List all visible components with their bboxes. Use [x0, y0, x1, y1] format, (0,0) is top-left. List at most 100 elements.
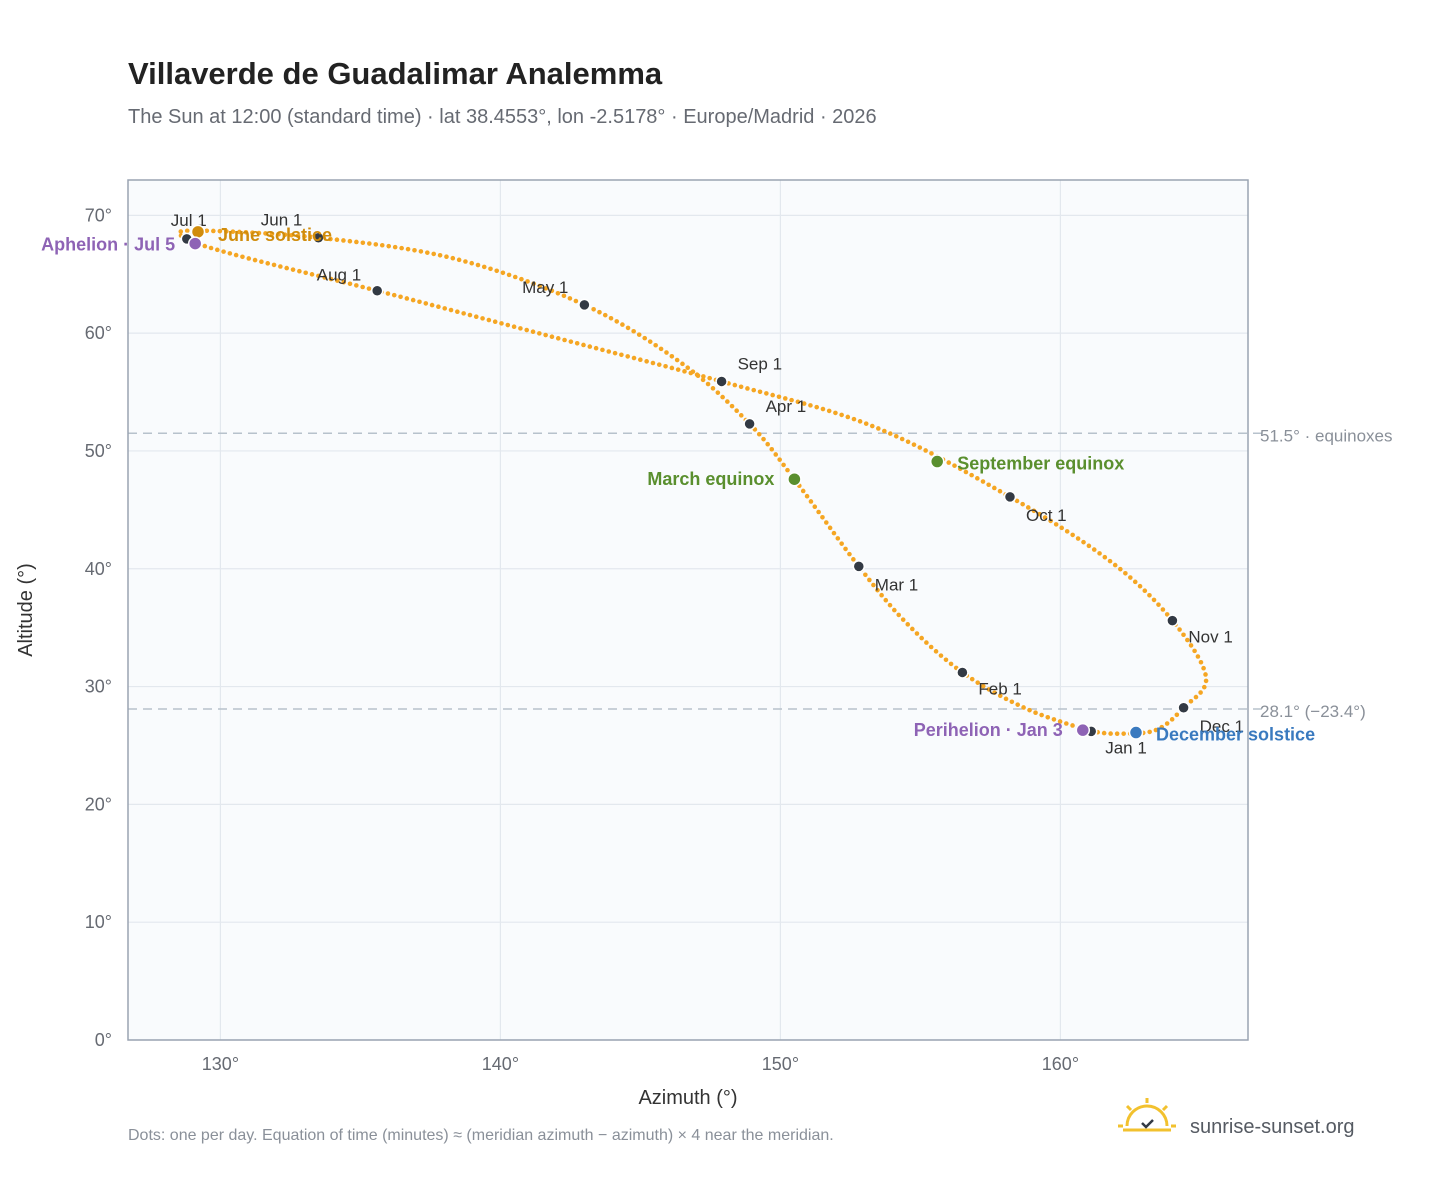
month-label: Oct 1	[1026, 506, 1067, 525]
daily-dot	[1188, 643, 1194, 648]
daily-dot	[1147, 592, 1152, 598]
daily-dot	[309, 272, 315, 277]
reference-line-label: 28.1° (−23.4°)	[1260, 702, 1366, 721]
daily-dot	[933, 649, 939, 654]
daily-dot	[425, 250, 430, 255]
daily-dot	[1112, 562, 1118, 568]
month-label: May 1	[522, 278, 568, 297]
daily-dot	[896, 612, 902, 618]
daily-dot	[957, 466, 963, 472]
plot-area	[128, 180, 1248, 1040]
daily-dot	[893, 433, 899, 439]
daily-dot	[1009, 699, 1015, 705]
daily-dot	[879, 592, 884, 598]
daily-dot	[373, 242, 379, 247]
daily-dot	[1051, 717, 1057, 722]
daily-dot	[506, 272, 512, 278]
daily-dot	[843, 546, 848, 552]
daily-dot	[341, 238, 346, 243]
month-label: Dec 1	[1200, 717, 1244, 736]
daily-dot	[1101, 730, 1107, 736]
daily-dot	[494, 268, 500, 274]
daily-dot	[863, 572, 868, 578]
daily-dot	[1014, 498, 1020, 504]
daily-dot	[568, 339, 574, 344]
daily-dot	[1201, 665, 1206, 671]
month-marker	[852, 560, 866, 573]
daily-dot	[952, 463, 957, 468]
x-axis-ticks: 130° 140° 150° 160°	[202, 1054, 1079, 1074]
daily-dot	[367, 241, 372, 246]
daily-dot	[614, 319, 620, 324]
daily-dot	[444, 254, 449, 260]
daily-dot	[316, 273, 321, 279]
daily-dot	[892, 607, 897, 613]
daily-dot	[581, 342, 586, 348]
daily-dot	[1107, 558, 1113, 564]
month-marker	[578, 298, 591, 312]
daily-dot	[707, 375, 712, 381]
daily-dot	[986, 687, 992, 692]
daily-dot	[1081, 539, 1086, 545]
daily-dot	[980, 683, 986, 689]
daily-dot	[905, 622, 911, 627]
month-marker	[312, 231, 325, 244]
month-label: Jan 1	[1105, 738, 1147, 757]
daily-dot	[1203, 672, 1208, 677]
daily-dot	[785, 467, 790, 473]
daily-dot	[1045, 714, 1051, 720]
daily-dot	[871, 582, 876, 588]
daily-dot	[653, 342, 658, 348]
event-label: March equinox	[647, 469, 774, 489]
daily-dot	[808, 499, 814, 504]
daily-dot	[217, 228, 223, 234]
daily-dot	[1142, 588, 1148, 594]
daily-dot	[499, 321, 504, 326]
event-label: December solstice	[1156, 725, 1315, 745]
daily-dot	[851, 557, 856, 562]
daily-dot	[512, 274, 518, 280]
daily-dot	[1156, 602, 1161, 607]
month-marker	[1166, 614, 1179, 627]
daily-dot	[851, 416, 857, 422]
daily-dot	[1091, 547, 1097, 552]
daily-dot	[795, 399, 801, 405]
daily-dot	[591, 306, 596, 312]
daily-dot	[1151, 597, 1157, 603]
daily-dot	[341, 279, 346, 285]
month-label: Jun 1	[261, 211, 303, 230]
daily-dot	[769, 447, 775, 452]
daily-dot	[938, 653, 944, 658]
daily-dot	[725, 399, 730, 404]
daily-dot	[839, 541, 844, 546]
daily-dot	[1114, 731, 1120, 736]
daily-dot	[720, 394, 725, 400]
daily-dot	[1097, 551, 1102, 556]
x-tick-label: 160°	[1042, 1054, 1079, 1074]
daily-dot	[1021, 705, 1026, 710]
brand-name: sunrise-sunset.org	[1190, 1116, 1355, 1138]
y-tick-label: 20°	[85, 794, 112, 814]
daily-dot	[492, 319, 498, 324]
daily-dot	[233, 252, 239, 258]
daily-dot	[1070, 723, 1075, 728]
daily-dot	[619, 352, 624, 358]
daily-dot	[1192, 648, 1197, 654]
daily-dot	[436, 304, 441, 310]
daily-dot	[674, 357, 680, 363]
daily-dot	[816, 509, 821, 515]
daily-dot	[412, 247, 417, 253]
daily-dot	[770, 392, 775, 398]
daily-dot	[473, 314, 479, 319]
daily-dot	[1188, 698, 1194, 704]
daily-dot	[631, 328, 636, 334]
daily-dot	[1048, 518, 1053, 524]
month-label: Aug 1	[317, 266, 361, 285]
daily-dot	[398, 294, 403, 300]
daily-dot	[1193, 694, 1199, 700]
daily-dot	[392, 244, 398, 250]
daily-dot	[269, 231, 275, 237]
chart-subtitle: The Sun at 12:00 (standard time) · lat 3…	[128, 106, 877, 128]
event-marker	[787, 471, 802, 487]
